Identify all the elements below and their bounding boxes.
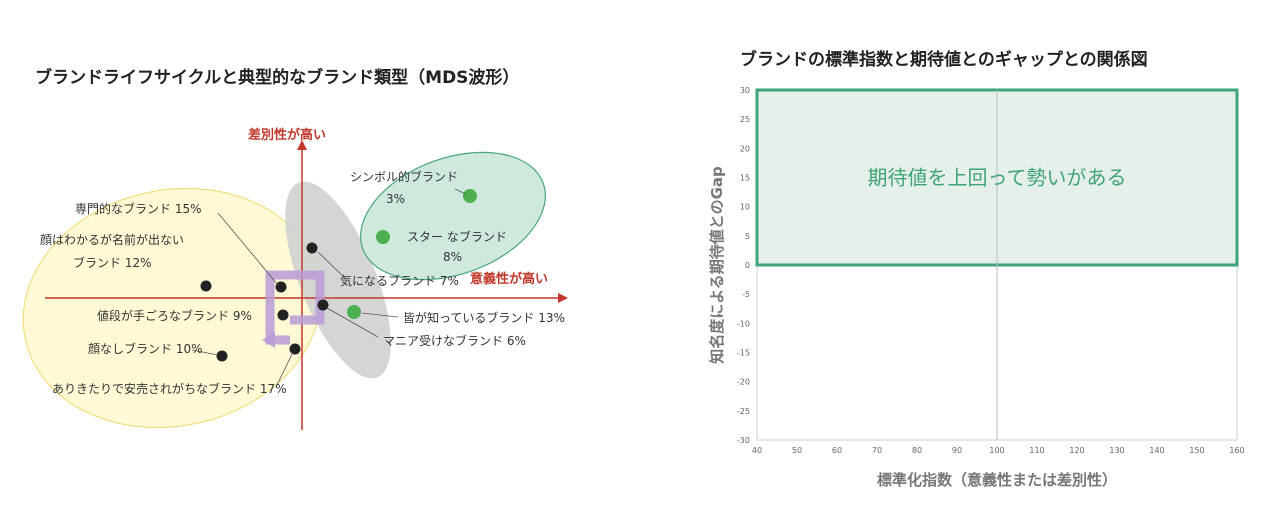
y-axis-title: 知名度による期待値とのGap (708, 166, 726, 364)
point-faceless-brand (216, 350, 228, 362)
point-specialist-brand (275, 281, 287, 293)
x-tick-label: 80 (912, 446, 922, 455)
x-tick-label: 110 (1029, 446, 1044, 455)
label-star-brand: スター なブランド (407, 229, 507, 244)
y-tick-label: -30 (737, 436, 750, 445)
y-tick-label: -10 (737, 319, 750, 328)
x-tick-label: 140 (1149, 446, 1164, 455)
label-face-no-name-brand-share: ブランド 12% (73, 255, 152, 270)
label-face-no-name-brand: 顔はわかるが名前が出ない (40, 232, 184, 247)
label-faceless-brand: 顔なしブランド 10% (88, 341, 203, 356)
label-commonplace-brand: ありきたりで安売されがちなブランド 17% (52, 381, 287, 396)
y-tick-label: 10 (740, 203, 750, 212)
horizontal-axis-arrow (558, 293, 568, 303)
left-chart-title: ブランドライフサイクルと典型的なブランド類型（MDS波形） (35, 67, 519, 88)
x-tick-label: 40 (752, 446, 762, 455)
x-tick-label: 100 (989, 446, 1004, 455)
label-specialist-brand: 専門的なブランド 15% (75, 201, 202, 216)
plot-area: 40 50 60 70 80 90 100 110 120 130 140 150 1603025201… (737, 86, 1245, 455)
y-tick-label: -5 (742, 290, 750, 299)
y-tick-label: 0 (745, 261, 750, 270)
gap-relation-chart: ブランドの標準指数と期待値とのギャップとの関係図 40 50 60 70 80 90 100… (708, 49, 1245, 489)
y-tick-label: 5 (745, 232, 750, 241)
point-symbol-brand (463, 189, 477, 203)
label-well-known-brand: 皆が知っているブランド 13% (403, 310, 565, 325)
label-affordable-brand: 値段が手ごろなブランド 9% (97, 308, 252, 323)
label-mania-brand: マニア受けなブランド 6% (383, 333, 526, 348)
y-tick-label: -15 (737, 349, 750, 358)
x-tick-label: 90 (952, 446, 962, 455)
label-symbol-brand: シンボル的ブランド (350, 169, 458, 184)
point-curious-brand (306, 242, 318, 254)
axis-y-high-label: 差別性が高い (248, 127, 326, 143)
label-symbol-brand-share: 3% (386, 192, 405, 206)
point-well-known-brand (347, 305, 361, 319)
quadrant-label: 期待値を上回って勢いがある (868, 166, 1127, 190)
x-tick-label: 160 (1229, 446, 1244, 455)
label-curious-brand: 気になるブランド 7% (340, 273, 459, 288)
vertical-axis-arrow (297, 140, 307, 150)
point-commonplace-brand (289, 343, 301, 355)
point-mania-brand (317, 299, 329, 311)
x-tick-label: 70 (872, 446, 882, 455)
x-tick-label: 130 (1109, 446, 1124, 455)
point-face-no-name-brand (200, 280, 212, 292)
x-tick-label: 50 (792, 446, 802, 455)
x-axis-title: 標準化指数（意義性または差別性） (877, 471, 1117, 489)
label-star-brand-share: 8% (443, 250, 462, 264)
point-affordable-brand (277, 309, 289, 321)
y-tick-label: 20 (740, 144, 750, 153)
axis-x-high-label: 意義性が高い (470, 271, 548, 287)
right-chart-title: ブランドの標準指数と期待値とのギャップとの関係図 (740, 49, 1148, 70)
x-tick-label: 60 (832, 446, 842, 455)
x-tick-label: 120 (1069, 446, 1084, 455)
y-tick-label: 25 (740, 115, 750, 124)
y-tick-label: -20 (737, 378, 750, 387)
y-tick-label: 30 (740, 86, 750, 95)
x-tick-label: 150 (1189, 446, 1204, 455)
point-star-brand (376, 230, 390, 244)
y-tick-label: -25 (737, 407, 750, 416)
y-tick-label: 15 (740, 174, 750, 183)
high-region-ellipse (360, 151, 546, 281)
cycle-arrow-head (262, 332, 275, 348)
brand-lifecycle-chart: ブランドライフサイクルと典型的なブランド類型（MDS波形） 差別性が高い 意義性… (22, 67, 568, 430)
